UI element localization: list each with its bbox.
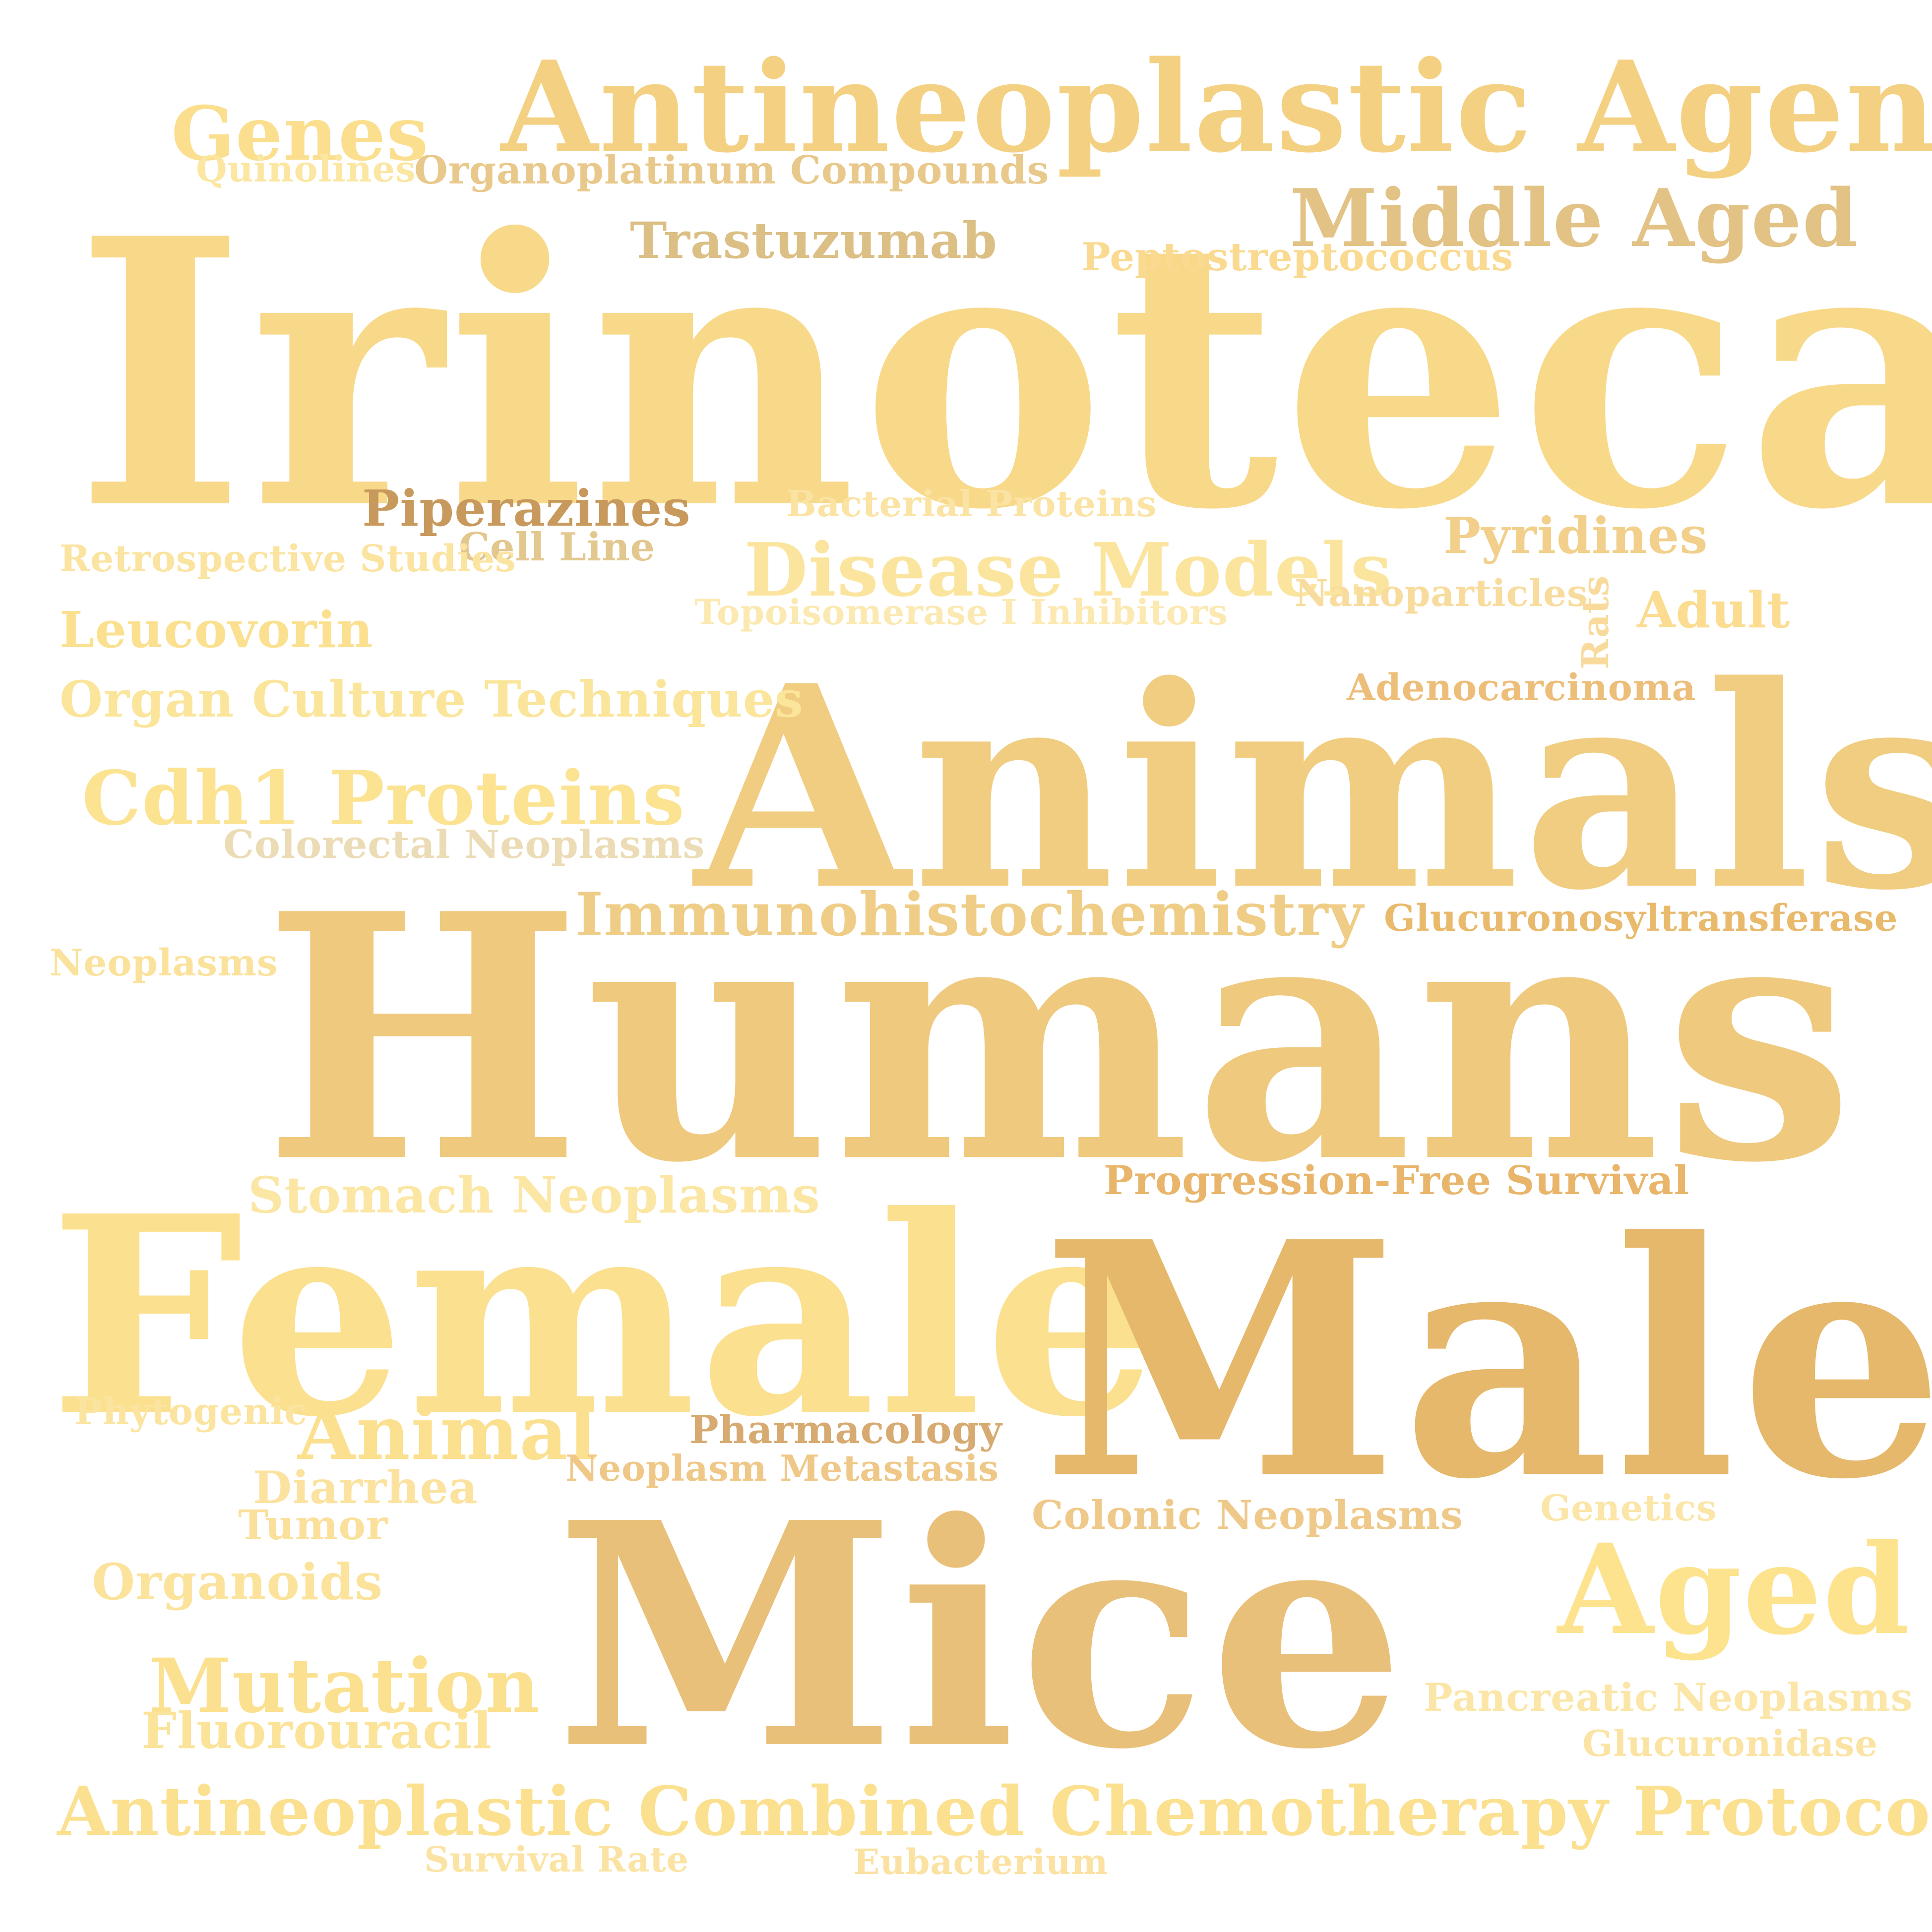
word-aged: Aged (1558, 1516, 1911, 1662)
word-immunohistochemistry: Immunohistochemistry (575, 880, 1364, 950)
word-glucuronidase: Glucuronidase (1582, 1722, 1878, 1764)
word-humans: Humans (263, 841, 1858, 1237)
word-nanoparticles: Nanoparticles (1295, 572, 1588, 615)
word-diarrhea: Diarrhea (253, 1461, 478, 1514)
word-organoplatinum-compounds: Organoplatinum Compounds (414, 148, 1050, 193)
word-irinotecan: Irinotecan (74, 159, 1932, 590)
word-organ-culture-techniques: Organ Culture Techniques (60, 670, 804, 728)
word-adult: Adult (1637, 581, 1791, 639)
word-antineoplastic-agents: Antineoplastic Agents (501, 34, 1932, 181)
word-stomach-neoplasms: Stomach Neoplasms (248, 1166, 820, 1224)
word-trastuzumab: Trastuzumab (630, 211, 997, 270)
word-mice: Mice (556, 1456, 1408, 1817)
word-pyridines: Pyridines (1443, 506, 1708, 565)
word-leucovorin: Leucovorin (60, 601, 374, 659)
word-bacterial-proteins: Bacterial Proteins (786, 483, 1157, 525)
word-middle-aged: Middle Aged (1290, 172, 1859, 265)
word-neoplasms: Neoplasms (50, 942, 278, 984)
word-cell-line: Cell Line (459, 525, 655, 570)
word-genetics: Genetics (1540, 1487, 1717, 1529)
word-piperazines: Piperazines (362, 479, 691, 538)
word-colonic-neoplasms: Colonic Neoplasms (1032, 1492, 1463, 1538)
word-survival-rate: Survival Rate (424, 1839, 689, 1880)
word-topoisomerase-i-inhibitors: Topoisomerase I Inhibitors (694, 592, 1228, 633)
word-glucuronosyltransferase: Glucuronosyltransferase (1384, 897, 1898, 940)
word-pharmacology: Pharmacology (689, 1407, 1002, 1452)
word-genes: Genes (171, 90, 429, 178)
word-animals: Animals (694, 625, 1932, 952)
word-eubacterium: Eubacterium (853, 1841, 1109, 1882)
word-progression-free-survival: Progression-Free Survival (1104, 1157, 1689, 1204)
word-antineoplastic-combined-chemotherapy-protocols: Antineoplastic Combined Chemotherapy Pro… (57, 1772, 1932, 1851)
word-fluorouracil: Fluorouracil (141, 1701, 492, 1760)
word-disease-models: Disease Models (744, 527, 1393, 613)
word-tumor: Tumor (238, 1502, 388, 1549)
word-adenocarcinoma: Adenocarcinoma (1347, 666, 1696, 709)
word-organoids: Organoids (92, 1553, 383, 1611)
word-rats: Rats (1574, 575, 1617, 669)
word-colorectal-neoplasms: Colorectal Neoplasms (223, 822, 705, 867)
word-quinolines: Quinolines (196, 148, 416, 190)
word-retrospective-studies: Retrospective Studies (60, 538, 516, 580)
word-animal: Animal (298, 1389, 598, 1477)
word-peptostreptococcus: Peptostreptococcus (1081, 235, 1514, 280)
word-pancreatic-neoplasms: Pancreatic Neoplasms (1424, 1675, 1913, 1720)
word-female: Female (50, 1156, 1161, 1477)
word-mutation: Mutation (149, 1642, 540, 1730)
word-male: Male (1042, 1172, 1932, 1550)
word-phytogenic: Phytogenic (74, 1390, 308, 1433)
word-neoplasm-metastasis: Neoplasm Metastasis (565, 1447, 999, 1489)
word-cdh1-proteins: Cdh1 Proteins (82, 755, 686, 842)
